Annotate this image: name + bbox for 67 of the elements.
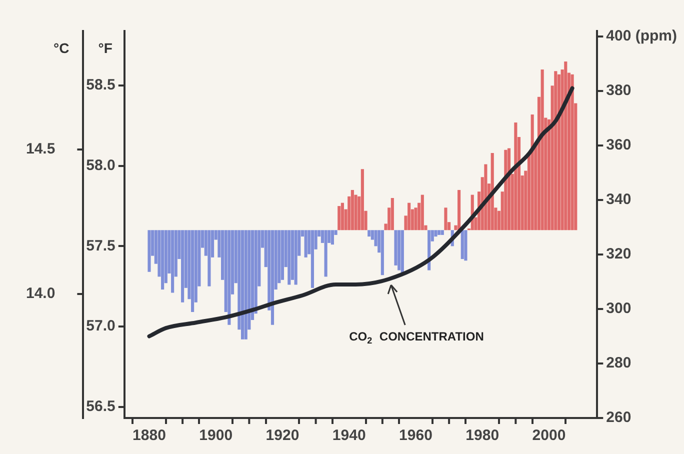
y-tick-label: 58.5	[86, 76, 116, 94]
y2-tick-label: 380	[606, 82, 632, 100]
y2-tick-label: 340	[606, 191, 632, 208]
y-axis-title: °F	[98, 40, 113, 56]
x-tick-label: 1900	[199, 427, 233, 444]
bar	[398, 230, 401, 270]
bar	[507, 148, 511, 230]
bar	[324, 230, 328, 277]
y-tick-label: 58.0	[86, 157, 116, 174]
x-tick-label: 1980	[466, 427, 500, 444]
bar	[530, 114, 534, 230]
bar	[540, 70, 544, 230]
bar	[208, 230, 211, 286]
bar	[390, 198, 394, 230]
bar	[440, 230, 444, 235]
x-tick-label: 1880	[132, 427, 166, 444]
y3-tick-label: 14.0	[26, 284, 56, 302]
bar	[330, 230, 334, 245]
bar	[490, 153, 494, 230]
bar	[400, 230, 404, 274]
y-tick-label: 56.5	[86, 398, 116, 415]
y2-tick-label: 280	[606, 354, 632, 372]
y-tick-label: 57.0	[86, 318, 116, 335]
x-tick-label: 1960	[399, 427, 432, 444]
bar	[280, 230, 284, 280]
bar	[148, 230, 151, 272]
bar	[244, 230, 248, 340]
bar	[304, 230, 308, 258]
bar	[338, 206, 341, 230]
y-tick-label: 57.5	[86, 237, 116, 254]
x-tick-label: 2000	[532, 427, 566, 444]
x-tick-label: 1920	[266, 427, 300, 444]
bar	[270, 230, 274, 325]
x-tick-label: 1940	[332, 427, 366, 444]
bar	[438, 230, 441, 235]
y2-tick-label: 300	[606, 300, 632, 318]
y2-tick-label: 320	[606, 246, 632, 263]
bar	[504, 150, 508, 230]
y2-tick-label: 360	[606, 136, 632, 154]
bar	[554, 71, 558, 230]
bar	[340, 202, 344, 230]
bar	[570, 74, 574, 230]
bar	[228, 230, 231, 325]
bar	[181, 230, 184, 302]
bar	[294, 230, 298, 285]
bar	[464, 230, 468, 261]
y2-tick-label: 400 (ppm)	[606, 28, 678, 45]
bar	[350, 190, 354, 230]
bar	[514, 122, 518, 230]
bar	[458, 190, 461, 230]
bar	[161, 230, 164, 290]
y3-tick-label: 14.5	[26, 140, 56, 158]
bar	[368, 230, 371, 237]
bar	[360, 169, 364, 230]
bar	[380, 230, 384, 276]
bar	[191, 230, 194, 312]
bar	[564, 62, 568, 230]
y2-tick-label: 260	[606, 409, 632, 426]
bar	[460, 230, 464, 260]
bar	[408, 202, 411, 230]
y3-axis-title: °C	[53, 40, 70, 56]
bar	[420, 194, 424, 230]
bar	[310, 230, 314, 288]
bar	[288, 230, 291, 285]
bar	[171, 230, 174, 293]
bar	[444, 208, 448, 230]
bar	[240, 230, 244, 340]
